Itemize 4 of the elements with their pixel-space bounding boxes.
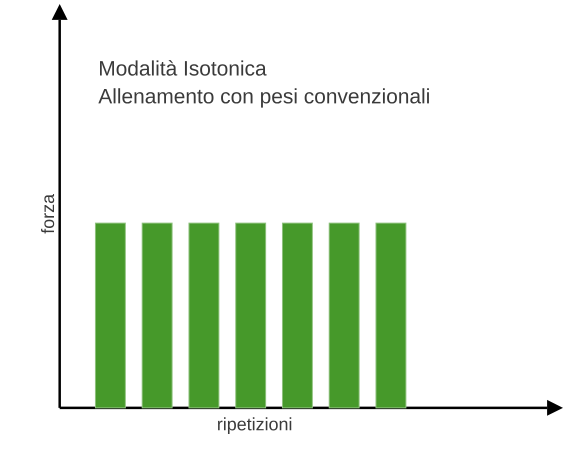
chart-title: Modalità Isotonica (100, 60, 267, 76)
chart-subtitle: Allenamento con pesi convenzionali (98, 88, 429, 108)
x-axis-title: ripetizioni (218, 418, 292, 434)
y-axis-title: forza (41, 194, 54, 234)
